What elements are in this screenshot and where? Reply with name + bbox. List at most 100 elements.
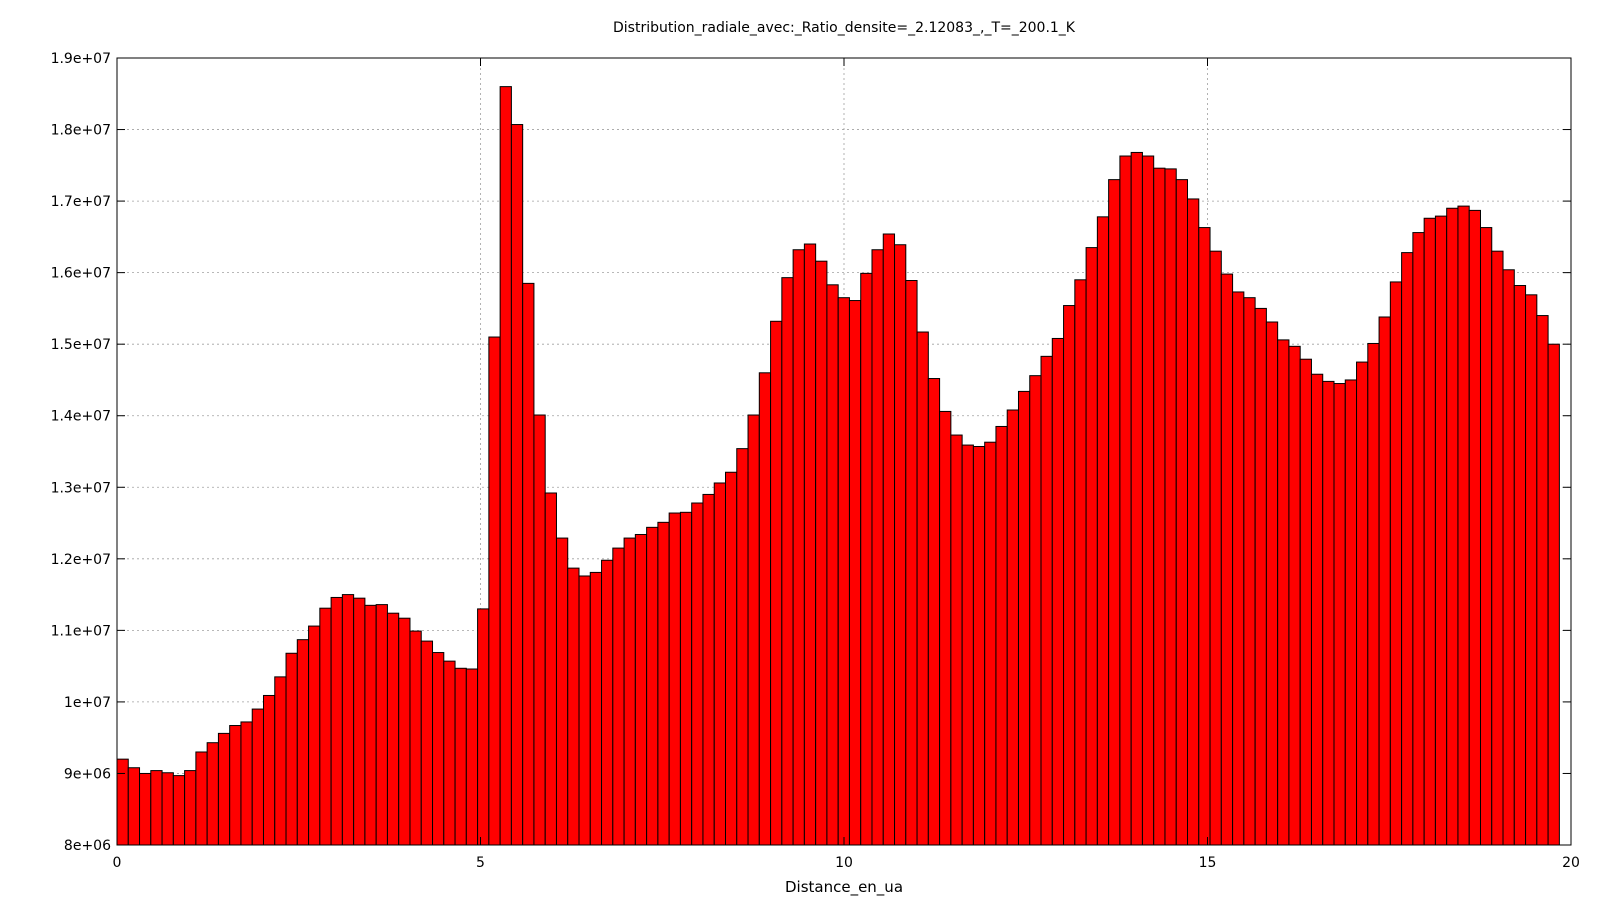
histogram-bar: [1491, 250, 1504, 846]
histogram-bar: [1288, 345, 1301, 846]
histogram-bar: [217, 732, 231, 846]
histogram-bar: [499, 86, 512, 846]
histogram-bar: [1051, 337, 1065, 846]
histogram-bar: [285, 652, 298, 846]
histogram-bar: [860, 272, 873, 846]
histogram-bar: [139, 772, 152, 846]
histogram-bar: [1164, 168, 1177, 846]
y-tick-label: 1.6e+07: [51, 266, 111, 282]
histogram-bar: [454, 667, 467, 846]
y-tick-label: 1e+07: [64, 695, 111, 711]
y-tick-label: 1.7e+07: [51, 194, 111, 210]
histogram-bar: [736, 448, 749, 846]
histogram-bar: [1130, 151, 1143, 846]
histogram-bar: [150, 770, 163, 846]
histogram-bar: [477, 608, 490, 846]
histogram-bar: [1209, 250, 1222, 846]
histogram-bar: [1063, 305, 1076, 846]
bars: [116, 86, 1560, 846]
histogram-bar: [533, 414, 546, 846]
histogram-bar: [195, 751, 208, 846]
y-tick-label: 1.1e+07: [51, 623, 111, 639]
histogram-bar: [1220, 273, 1234, 846]
histogram-bar: [1198, 227, 1211, 846]
histogram-bar: [1389, 281, 1403, 846]
histogram-bar: [1310, 373, 1324, 846]
x-tick-label: 20: [1562, 855, 1580, 871]
histogram-bar: [612, 547, 625, 846]
histogram-bar: [1243, 297, 1256, 846]
histogram-bar: [172, 775, 186, 846]
histogram-bar: [961, 444, 974, 846]
histogram-bar: [184, 770, 197, 846]
histogram-bar: [589, 571, 603, 846]
histogram-bar: [950, 434, 963, 846]
histogram-bar: [522, 282, 535, 846]
histogram-bar: [1457, 205, 1470, 846]
histogram-bar: [601, 559, 614, 846]
histogram-bar: [972, 445, 986, 846]
histogram-bar: [1254, 307, 1267, 846]
histogram-bar: [386, 612, 400, 846]
histogram-bar: [1265, 321, 1279, 846]
histogram-bar: [1333, 383, 1346, 846]
histogram-bar: [1401, 252, 1414, 846]
histogram-bar: [274, 676, 287, 846]
histogram-bar: [1232, 291, 1245, 846]
histogram-bar: [905, 280, 918, 846]
histogram-bar: [995, 425, 1008, 846]
histogram-bar: [1175, 179, 1189, 846]
histogram-bar: [623, 537, 636, 846]
histogram-bar: [432, 652, 445, 846]
axis-ticks: [116, 57, 1572, 846]
histogram-bar: [578, 575, 591, 846]
y-tick-label: 1.9e+07: [51, 51, 111, 67]
histogram-bar: [1006, 409, 1019, 846]
histogram-bar: [691, 502, 704, 846]
histogram-bar: [330, 596, 343, 846]
histogram-bar: [1525, 294, 1538, 846]
histogram-bar: [409, 630, 422, 846]
histogram-bar: [465, 668, 479, 846]
histogram-bar: [240, 721, 253, 846]
y-tick-label: 1.4e+07: [51, 409, 111, 425]
histogram-bar: [1547, 343, 1560, 846]
histogram-bar: [296, 639, 310, 846]
x-tick-label: 5: [476, 855, 485, 871]
histogram-bar: [1040, 355, 1053, 846]
histogram-bar: [341, 594, 355, 846]
histogram-bar: [1277, 339, 1290, 846]
histogram-bar: [1536, 315, 1549, 846]
histogram-bar: [871, 249, 884, 846]
histogram-bar: [116, 758, 129, 846]
histogram-bar: [747, 414, 760, 846]
histogram-bar: [939, 410, 952, 846]
histogram-bar: [353, 597, 366, 846]
histogram-bar: [1108, 179, 1121, 846]
y-tick-label: 1.5e+07: [51, 337, 111, 353]
histogram-bar: [229, 725, 242, 846]
histogram-bar: [1434, 215, 1448, 846]
histogram-bar: [127, 767, 141, 846]
histogram-bar: [826, 284, 839, 846]
histogram-bar: [1119, 155, 1132, 846]
tick-labels: 8e+06 9e+06 1e+07 1.1e+07 1.2e+07 1.3e+07 1.4e…: [51, 51, 1580, 871]
histogram-bar: [1367, 342, 1380, 846]
y-tick-label: 1.2e+07: [51, 552, 111, 568]
chart-title: Distribution_radiale_avec:_Ratio_densite…: [613, 20, 1076, 36]
histogram-bar: [510, 124, 524, 846]
histogram-bar: [657, 521, 670, 846]
histogram-bar: [398, 617, 411, 846]
histogram-bar: [984, 441, 997, 846]
histogram-bar: [848, 300, 862, 846]
y-tick-label: 8e+06: [64, 838, 111, 854]
histogram-bar: [1322, 380, 1335, 846]
histogram-bar: [1153, 167, 1166, 846]
histogram-bar: [792, 249, 805, 846]
histogram-bar: [713, 482, 726, 846]
histogram-bar: [781, 277, 794, 846]
histogram-bar: [1423, 217, 1436, 846]
histogram-bar: [1446, 207, 1459, 846]
histogram-bar: [1479, 227, 1493, 846]
